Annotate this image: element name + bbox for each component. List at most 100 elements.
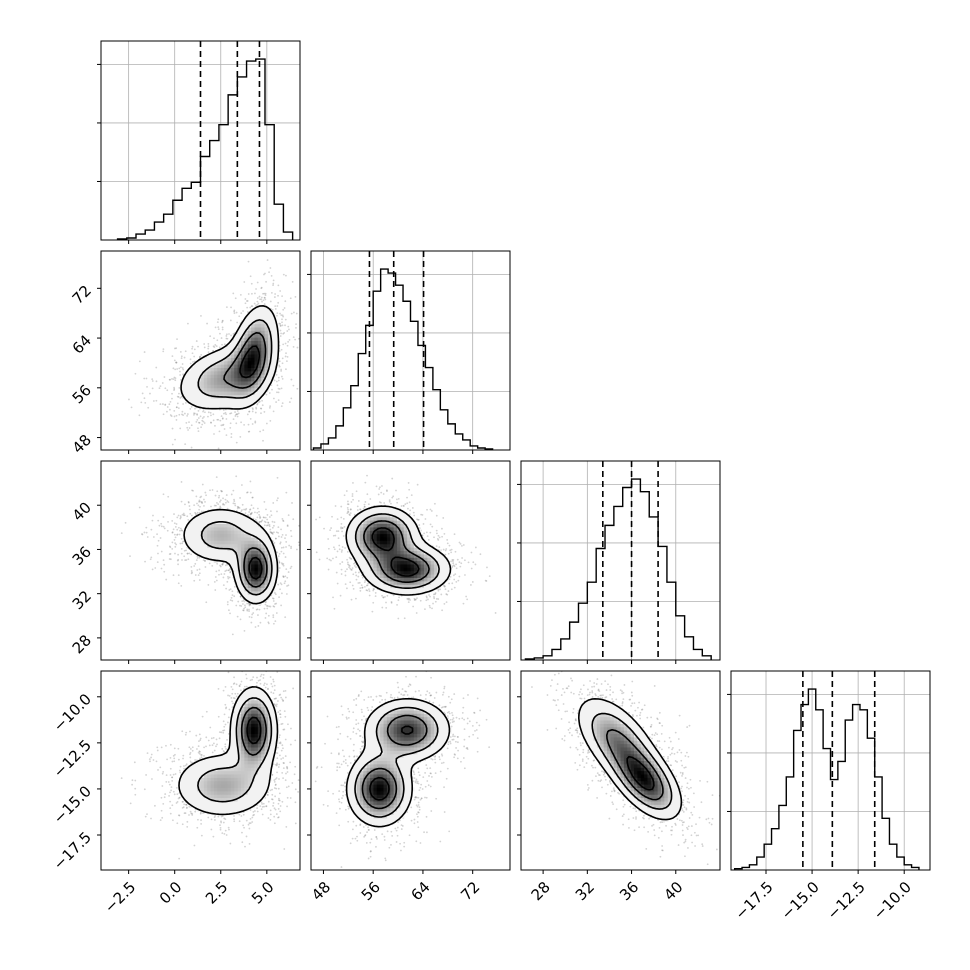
density-cell: [213, 367, 218, 372]
density-cell: [200, 553, 205, 558]
sample-point: [201, 419, 204, 422]
density-cell: [213, 557, 218, 562]
sample-point: [219, 506, 222, 509]
density-cell: [264, 577, 269, 582]
density-cell: [213, 390, 218, 395]
sample-point: [248, 410, 251, 413]
density-cell: [257, 533, 262, 538]
sample-point: [213, 433, 215, 435]
density-cell: [251, 573, 256, 578]
density-cell: [244, 397, 249, 402]
density-cell: [200, 404, 205, 409]
sample-point: [179, 515, 182, 517]
density-cell: [247, 367, 252, 372]
density-cell: [257, 597, 262, 602]
sample-point: [203, 505, 205, 507]
sample-point: [288, 544, 291, 547]
sample-point: [264, 617, 267, 619]
density-cell: [224, 390, 229, 395]
density-cell: [207, 380, 212, 385]
sample-point: [171, 397, 173, 400]
density-cell: [240, 570, 245, 575]
sample-point: [263, 516, 265, 519]
density-cell: [230, 536, 235, 541]
density-cell: [197, 374, 202, 379]
density-cell: [240, 523, 245, 528]
sample-point: [261, 519, 264, 522]
sample-point: [274, 537, 277, 540]
density-cell: [240, 557, 245, 562]
density-cell: [244, 333, 249, 338]
density-cell: [261, 333, 266, 338]
sample-point: [162, 525, 165, 528]
sample-point: [273, 296, 276, 298]
density-cell: [227, 540, 232, 545]
density-cell: [234, 513, 239, 518]
sample-point: [250, 504, 253, 507]
density-cell: [244, 374, 249, 379]
sample-point: [231, 590, 234, 593]
sample-point: [264, 521, 267, 524]
density-cell: [227, 374, 232, 379]
density-cell: [237, 360, 242, 365]
sample-point: [190, 483, 192, 485]
panel-background: [311, 251, 510, 450]
sample-point: [180, 585, 183, 587]
sample-point: [260, 521, 262, 523]
density-cell: [247, 553, 252, 558]
sample-point: [239, 435, 242, 438]
density-cell: [267, 584, 272, 589]
sample-point: [274, 308, 277, 310]
sample-point: [226, 580, 229, 583]
density-cell: [274, 326, 279, 331]
density-cell: [247, 343, 252, 348]
density-cell: [230, 557, 235, 562]
sample-point: [177, 553, 180, 556]
density-cell: [240, 550, 245, 555]
sample-point: [290, 397, 293, 400]
density-cell: [244, 367, 249, 372]
sample-point: [269, 267, 272, 269]
sample-point: [297, 541, 300, 544]
sample-point: [162, 559, 165, 562]
sample-point: [187, 519, 190, 521]
sample-point: [188, 505, 191, 507]
sample-point: [280, 583, 283, 586]
density-cell: [251, 357, 256, 362]
sample-point: [272, 597, 275, 600]
sample-point: [182, 403, 184, 405]
density-cell: [180, 384, 185, 389]
sample-point: [265, 612, 268, 615]
sample-point: [141, 533, 143, 535]
sample-point: [282, 308, 285, 311]
density-cell: [213, 516, 218, 521]
sample-point: [236, 410, 239, 412]
density-cell: [187, 543, 191, 548]
density-cell: [261, 316, 266, 321]
sample-point: [212, 419, 215, 422]
sample-point: [218, 494, 221, 497]
density-cell: [240, 404, 245, 409]
density-cell: [244, 320, 249, 325]
sample-point: [201, 502, 204, 505]
density-cell: [227, 370, 232, 375]
sample-point: [214, 424, 216, 427]
sample-point: [156, 561, 159, 564]
sample-point: [199, 415, 202, 418]
sample-point: [159, 385, 162, 388]
sample-point: [226, 601, 229, 603]
density-cell: [254, 580, 259, 585]
sample-point: [297, 337, 300, 340]
density-cell: [190, 387, 195, 392]
density-cell: [237, 397, 242, 402]
sample-point: [262, 516, 265, 519]
sample-point: [277, 301, 280, 304]
density-cell: [247, 360, 252, 365]
sample-point: [174, 379, 177, 382]
sample-point: [174, 347, 176, 350]
sample-point: [279, 312, 281, 315]
sample-point: [318, 558, 321, 561]
density-cell: [244, 380, 249, 385]
sample-point: [257, 625, 260, 627]
density-cell: [234, 536, 239, 541]
